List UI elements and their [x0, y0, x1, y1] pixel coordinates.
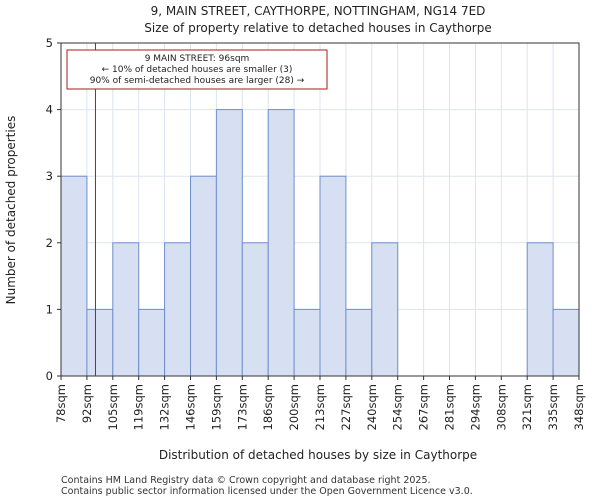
x-tick-label: 173sqm	[235, 384, 249, 430]
x-tick-label: 281sqm	[443, 384, 457, 430]
footer-copyright-line: Contains HM Land Registry data © Crown c…	[61, 475, 431, 486]
x-tick-label: 132sqm	[158, 384, 172, 430]
x-tick-label: 335sqm	[546, 384, 560, 430]
y-tick-label: 2	[46, 236, 53, 250]
annotation-box: 9 MAIN STREET: 96sqm ← 10% of detached h…	[66, 49, 328, 90]
bar-146sqm	[190, 175, 217, 377]
bar-321sqm	[526, 242, 554, 377]
x-tick-label: 240sqm	[365, 384, 379, 430]
bar-335sqm	[552, 308, 580, 377]
bar-105sqm	[112, 242, 140, 377]
chart-title-line-2: Size of property relative to detached ho…	[144, 21, 491, 35]
bar-213sqm	[319, 175, 347, 377]
y-axis-label: Number of detached properties	[4, 116, 18, 305]
x-tick-label: 254sqm	[391, 384, 405, 430]
annotation-line-1: 9 MAIN STREET: 96sqm	[145, 54, 250, 64]
x-tick-label: 119sqm	[132, 384, 146, 430]
bar-186sqm	[267, 109, 295, 377]
y-tick-label: 1	[46, 302, 53, 316]
x-tick-label: 267sqm	[417, 384, 431, 430]
annotation-line-3: 90% of semi-detached houses are larger (…	[90, 76, 305, 86]
x-tick-label: 78sqm	[54, 384, 68, 423]
x-tick-label: 159sqm	[209, 384, 223, 430]
x-tick-label: 92sqm	[80, 384, 94, 423]
x-tick-label: 200sqm	[287, 384, 301, 430]
x-tick-label: 186sqm	[261, 384, 275, 430]
y-tick-label: 3	[46, 169, 53, 183]
y-tick-label: 5	[46, 36, 53, 50]
x-tick-label: 105sqm	[106, 384, 120, 430]
bar-78sqm	[60, 175, 88, 377]
y-tick-label: 4	[46, 103, 53, 117]
bar-132sqm	[164, 242, 192, 377]
axis-ticks: 0 1 2 3 4 5 78sqm 92sqm 105sqm 119sqm 132sqm 146sqm…	[46, 36, 586, 430]
bar-227sqm	[345, 308, 373, 377]
y-tick-label: 0	[46, 369, 53, 383]
bar-159sqm	[215, 109, 243, 377]
x-tick-label: 146sqm	[184, 384, 198, 430]
x-tick-label: 294sqm	[468, 384, 482, 430]
bar-119sqm	[138, 308, 166, 377]
x-tick-label: 227sqm	[339, 384, 353, 430]
bar-240sqm	[371, 242, 399, 377]
x-axis-label: Distribution of detached houses by size …	[159, 448, 477, 462]
x-tick-label: 213sqm	[313, 384, 327, 430]
x-tick-label: 308sqm	[494, 384, 508, 430]
annotation-box-frame	[66, 49, 328, 90]
bar-173sqm	[241, 242, 269, 377]
x-tick-label: 348sqm	[572, 384, 586, 430]
bar-92sqm	[86, 308, 114, 377]
chart-title-line-1: 9, MAIN STREET, CAYTHORPE, NOTTINGHAM, N…	[151, 4, 486, 18]
bar-200sqm	[293, 308, 321, 377]
x-tick-label: 321sqm	[520, 384, 534, 430]
annotation-line-2: ← 10% of detached houses are smaller (3)	[102, 65, 293, 75]
footer-licence-line: Contains public sector information licen…	[61, 486, 473, 497]
